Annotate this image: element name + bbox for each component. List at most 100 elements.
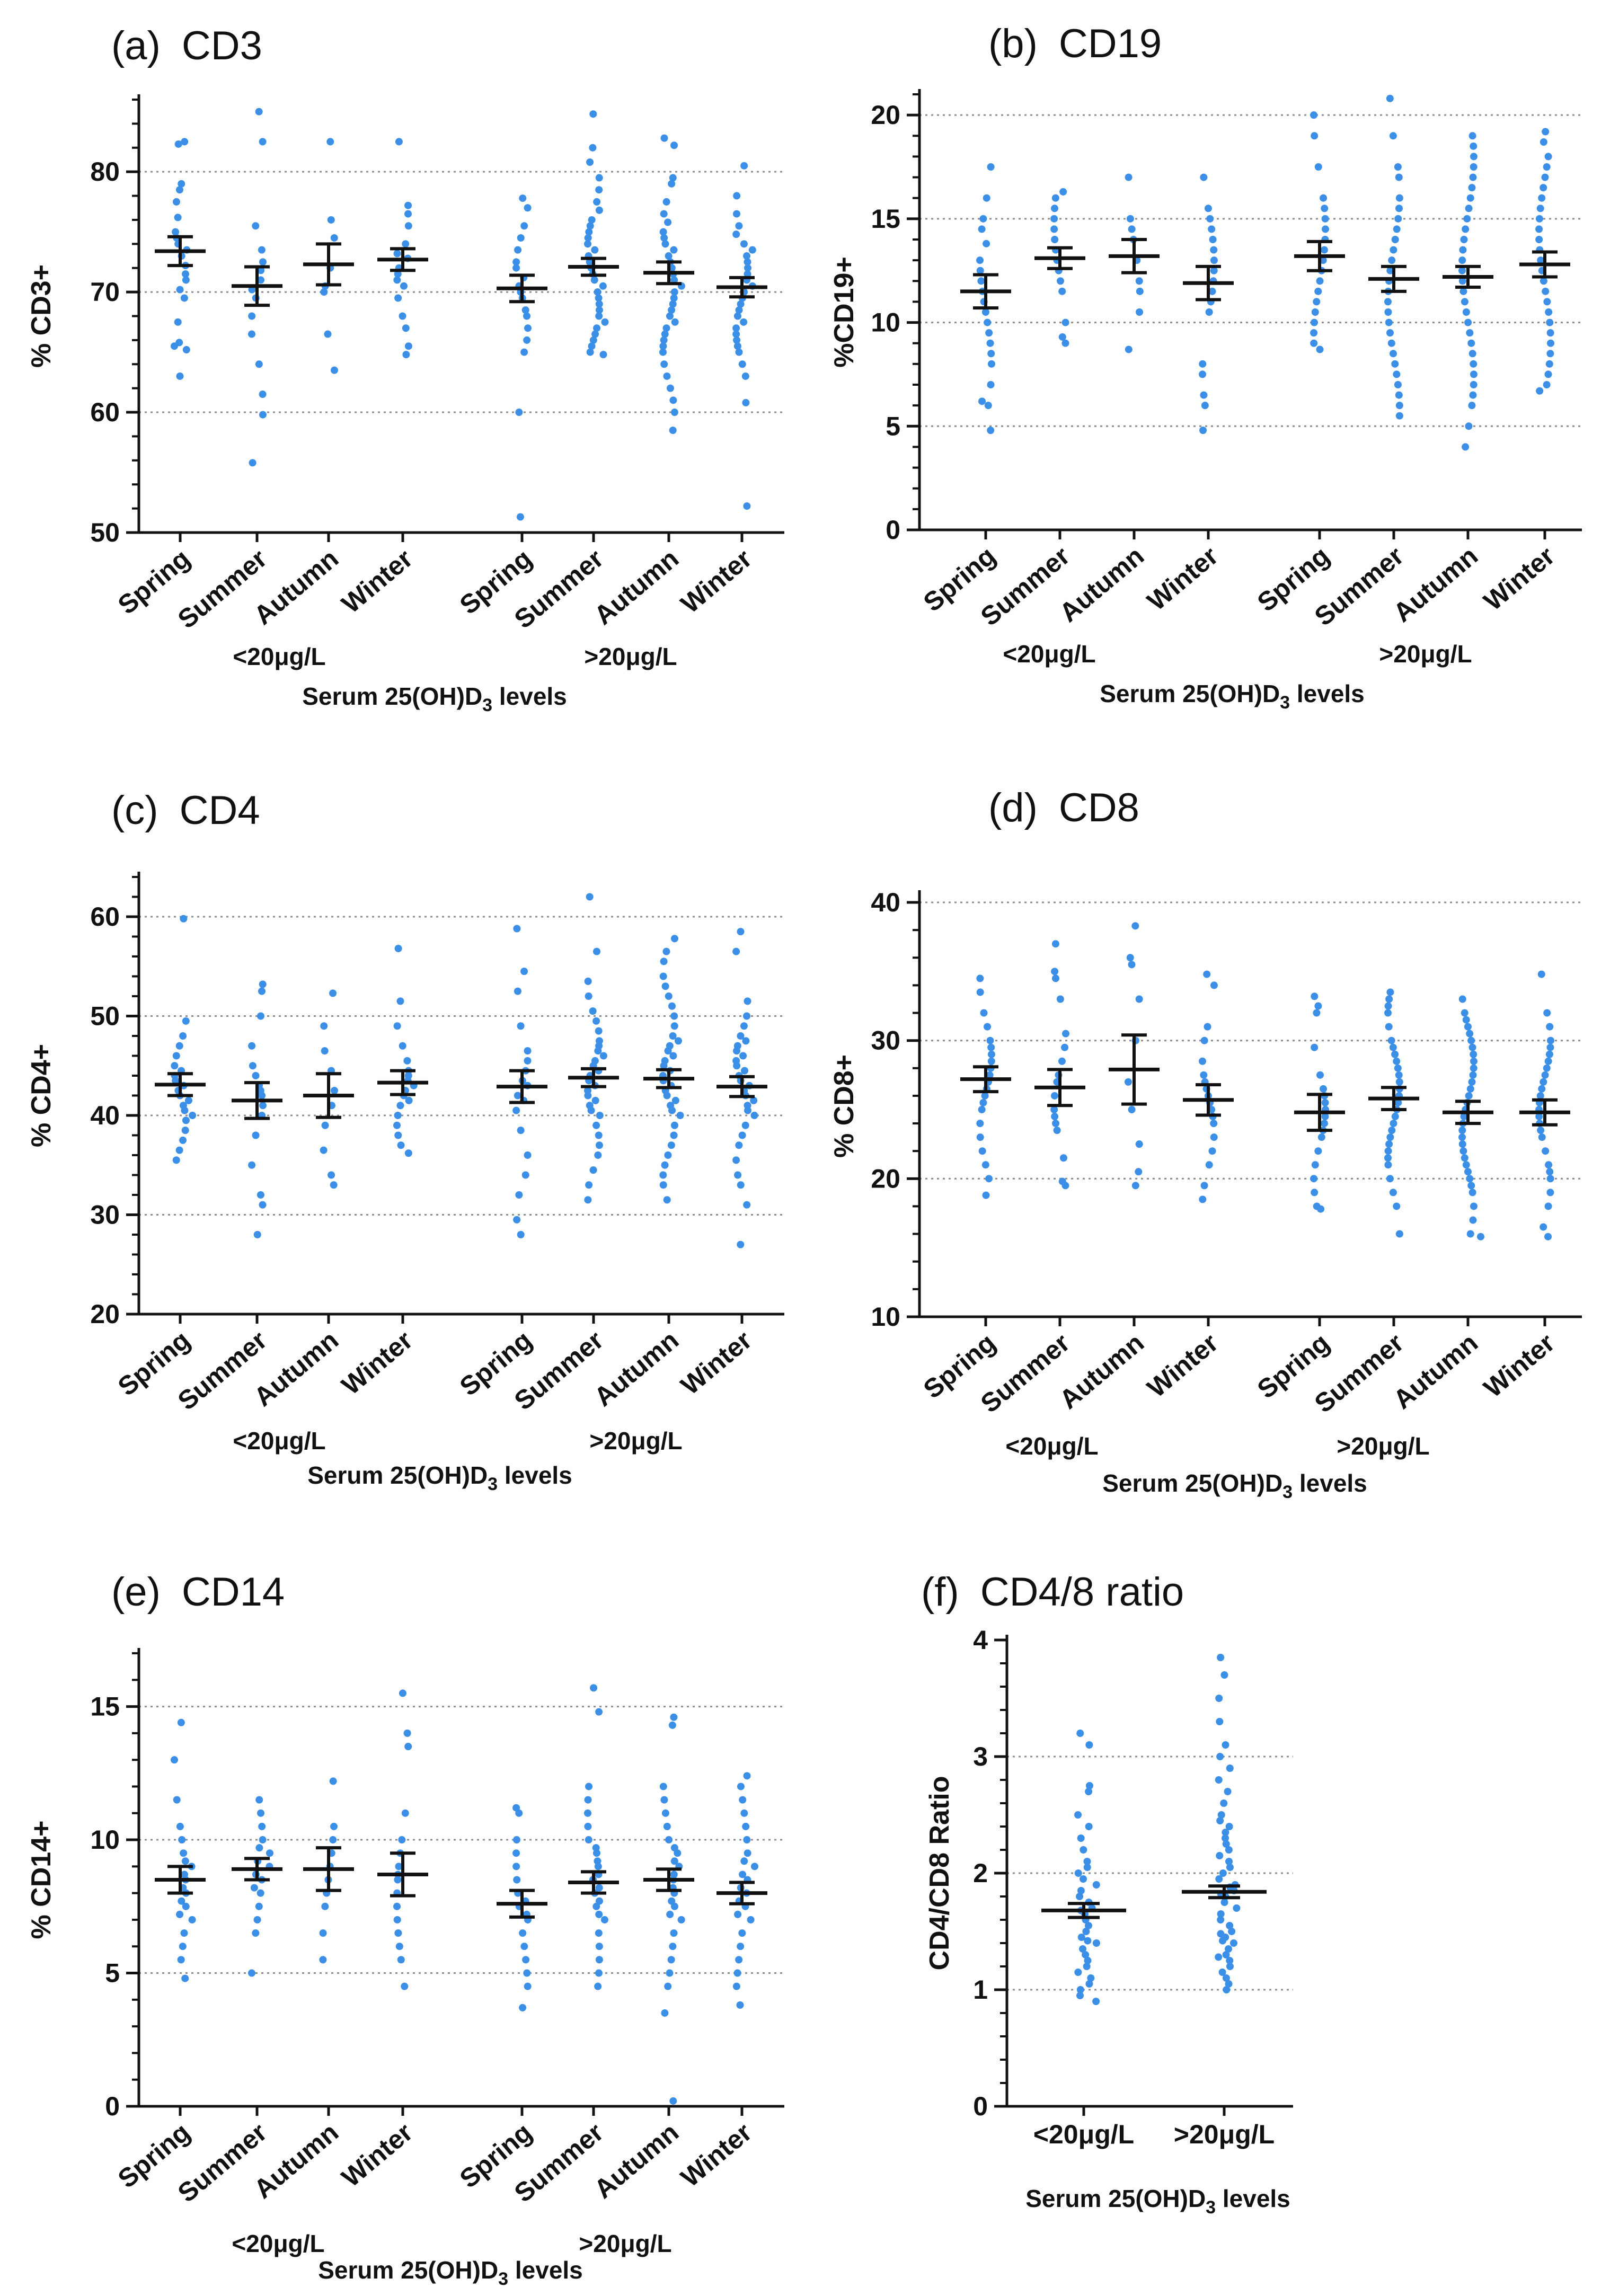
data-point bbox=[395, 138, 403, 146]
data-point bbox=[1199, 1195, 1207, 1203]
data-point bbox=[1391, 1113, 1399, 1121]
data-point bbox=[517, 1127, 525, 1134]
data-point bbox=[1395, 194, 1403, 202]
data-point bbox=[584, 1809, 592, 1817]
data-point bbox=[1085, 1823, 1093, 1830]
data-point bbox=[1467, 1036, 1475, 1044]
data-point bbox=[1311, 992, 1319, 1000]
series-group bbox=[1109, 922, 1160, 1190]
data-point bbox=[589, 336, 597, 344]
data-point bbox=[1470, 370, 1478, 378]
series-group bbox=[155, 138, 206, 380]
data-point bbox=[668, 1106, 676, 1114]
data-point bbox=[740, 162, 748, 170]
category-label: Winter bbox=[336, 544, 418, 619]
data-point bbox=[667, 1956, 675, 1964]
data-point bbox=[737, 1943, 745, 1951]
data-point bbox=[255, 108, 263, 116]
data-point bbox=[328, 1171, 335, 1179]
data-point bbox=[394, 945, 402, 952]
data-point bbox=[1387, 1036, 1395, 1044]
data-point bbox=[1051, 974, 1059, 982]
series-group bbox=[377, 138, 428, 359]
data-point bbox=[980, 1009, 988, 1017]
data-point bbox=[1199, 1057, 1207, 1065]
x-axis-label: Serum 25(OH)D3 levels bbox=[318, 2256, 583, 2289]
data-point bbox=[668, 306, 676, 314]
data-point bbox=[670, 1857, 678, 1865]
data-point bbox=[1136, 287, 1144, 295]
data-point bbox=[1460, 236, 1468, 243]
data-point bbox=[1082, 1928, 1090, 1935]
data-point bbox=[595, 186, 603, 194]
data-point bbox=[1384, 1009, 1392, 1017]
group-label: <20μg/L bbox=[233, 1427, 325, 1455]
data-point bbox=[1216, 1753, 1224, 1760]
data-point bbox=[1543, 1064, 1551, 1072]
data-point bbox=[666, 384, 674, 392]
panel-name: CD19 bbox=[1059, 21, 1162, 66]
data-point bbox=[670, 1131, 678, 1139]
category-label: Autumn bbox=[1054, 541, 1149, 628]
data-point bbox=[1544, 153, 1552, 161]
data-point bbox=[1543, 163, 1551, 171]
data-point bbox=[184, 1096, 192, 1104]
data-point bbox=[1222, 1974, 1230, 1982]
data-point bbox=[514, 246, 522, 254]
data-point bbox=[259, 391, 267, 398]
data-point bbox=[734, 1171, 742, 1179]
data-point bbox=[595, 1884, 603, 1892]
data-point bbox=[660, 1062, 668, 1070]
y-tick-label: 60 bbox=[90, 902, 120, 932]
data-point bbox=[1083, 1963, 1091, 1970]
data-point bbox=[182, 276, 190, 284]
data-point bbox=[595, 306, 603, 314]
data-point bbox=[1394, 1098, 1402, 1106]
data-point bbox=[589, 110, 597, 118]
data-point bbox=[517, 234, 525, 242]
data-point bbox=[744, 1849, 751, 1857]
data-point bbox=[329, 1777, 337, 1785]
data-point bbox=[985, 1175, 993, 1183]
data-point bbox=[394, 294, 402, 302]
data-point bbox=[987, 350, 995, 358]
data-point bbox=[1057, 277, 1065, 285]
data-point bbox=[1384, 308, 1392, 316]
data-point bbox=[1051, 1113, 1059, 1121]
data-point bbox=[594, 1047, 602, 1055]
data-point bbox=[976, 256, 984, 264]
data-point bbox=[404, 342, 412, 350]
data-point bbox=[395, 1943, 403, 1951]
data-point bbox=[735, 1956, 743, 1964]
data-point bbox=[737, 1783, 745, 1790]
data-point bbox=[1050, 1106, 1058, 1114]
data-point bbox=[1540, 277, 1547, 285]
series-group bbox=[1041, 1730, 1126, 2005]
series-group bbox=[377, 1689, 428, 1990]
data-point bbox=[1384, 1147, 1392, 1155]
data-point bbox=[1393, 370, 1401, 378]
data-point bbox=[1058, 333, 1066, 341]
x-axis-label-sub: 3 bbox=[488, 1474, 498, 1494]
data-point bbox=[1217, 1910, 1225, 1918]
x-axis-label-tail: levels bbox=[1290, 680, 1365, 707]
category-label: Winter bbox=[675, 544, 757, 619]
data-point bbox=[584, 1092, 592, 1100]
panel-5: (f) CD4/8 ratio 0 1 2 3 4 CD4/CD8 Ratio <20μg/L >… bbox=[921, 1570, 1293, 2218]
data-point bbox=[180, 915, 188, 923]
data-point bbox=[175, 1042, 183, 1050]
series-group bbox=[1183, 173, 1234, 435]
data-point bbox=[740, 318, 748, 326]
data-point bbox=[1544, 370, 1552, 378]
data-point bbox=[520, 348, 528, 356]
data-point bbox=[403, 1057, 411, 1065]
group-label: <20μg/L bbox=[1003, 640, 1095, 668]
panel-title: (e) CD14 bbox=[111, 1570, 285, 1615]
data-point bbox=[977, 277, 985, 285]
data-point bbox=[1216, 1852, 1224, 1859]
data-point bbox=[174, 318, 182, 326]
data-point bbox=[740, 240, 748, 248]
data-point bbox=[1215, 1953, 1223, 1961]
data-point bbox=[248, 1042, 256, 1050]
